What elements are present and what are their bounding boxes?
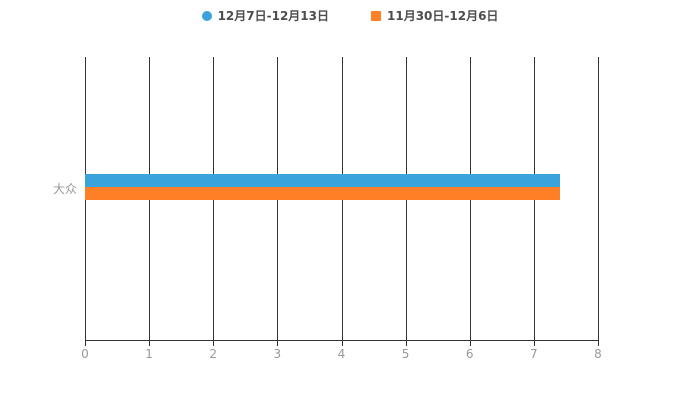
bar-series-1[interactable] bbox=[85, 174, 560, 187]
y-axis-category-label: 大众 bbox=[52, 182, 77, 196]
x-tick-1 bbox=[149, 341, 151, 346]
legend-item-series-2[interactable]: 11月30日-12月6日 bbox=[371, 7, 498, 24]
plot-area bbox=[85, 57, 599, 340]
x-axis-line bbox=[85, 340, 599, 341]
x-tick-6 bbox=[469, 341, 471, 346]
x-tick-4 bbox=[341, 341, 343, 346]
x-tick-label-1: 1 bbox=[145, 347, 153, 361]
legend-item-series-1[interactable]: 12月7日-12月13日 bbox=[201, 7, 329, 24]
x-tick-label-3: 3 bbox=[273, 347, 282, 361]
x-tick-7 bbox=[533, 341, 535, 346]
x-tick-label-5: 5 bbox=[401, 347, 410, 361]
legend-marker-square-icon bbox=[371, 10, 381, 21]
x-tick-3 bbox=[277, 341, 279, 346]
x-tick-label-6: 6 bbox=[465, 347, 474, 361]
x-tick-label-4: 4 bbox=[337, 347, 346, 361]
x-tick-label-7: 7 bbox=[530, 347, 538, 361]
x-tick-label-8: 8 bbox=[594, 347, 602, 361]
legend-label-series-1: 12月7日-12月13日 bbox=[217, 9, 329, 23]
legend-marker-circle-icon bbox=[201, 10, 212, 21]
x-tick-2 bbox=[213, 341, 215, 346]
gridline-x-8 bbox=[598, 57, 599, 340]
bar-series-2[interactable] bbox=[85, 187, 560, 200]
x-tick-label-0: 0 bbox=[81, 347, 89, 361]
x-tick-8 bbox=[598, 341, 599, 346]
x-tick-label-2: 2 bbox=[209, 347, 218, 361]
x-tick-0 bbox=[85, 341, 86, 346]
chart-legend: 12月7日-12月13日 11月30日-12月6日 bbox=[0, 7, 700, 24]
legend-label-series-2: 11月30日-12月6日 bbox=[387, 9, 499, 23]
x-tick-5 bbox=[405, 341, 407, 346]
